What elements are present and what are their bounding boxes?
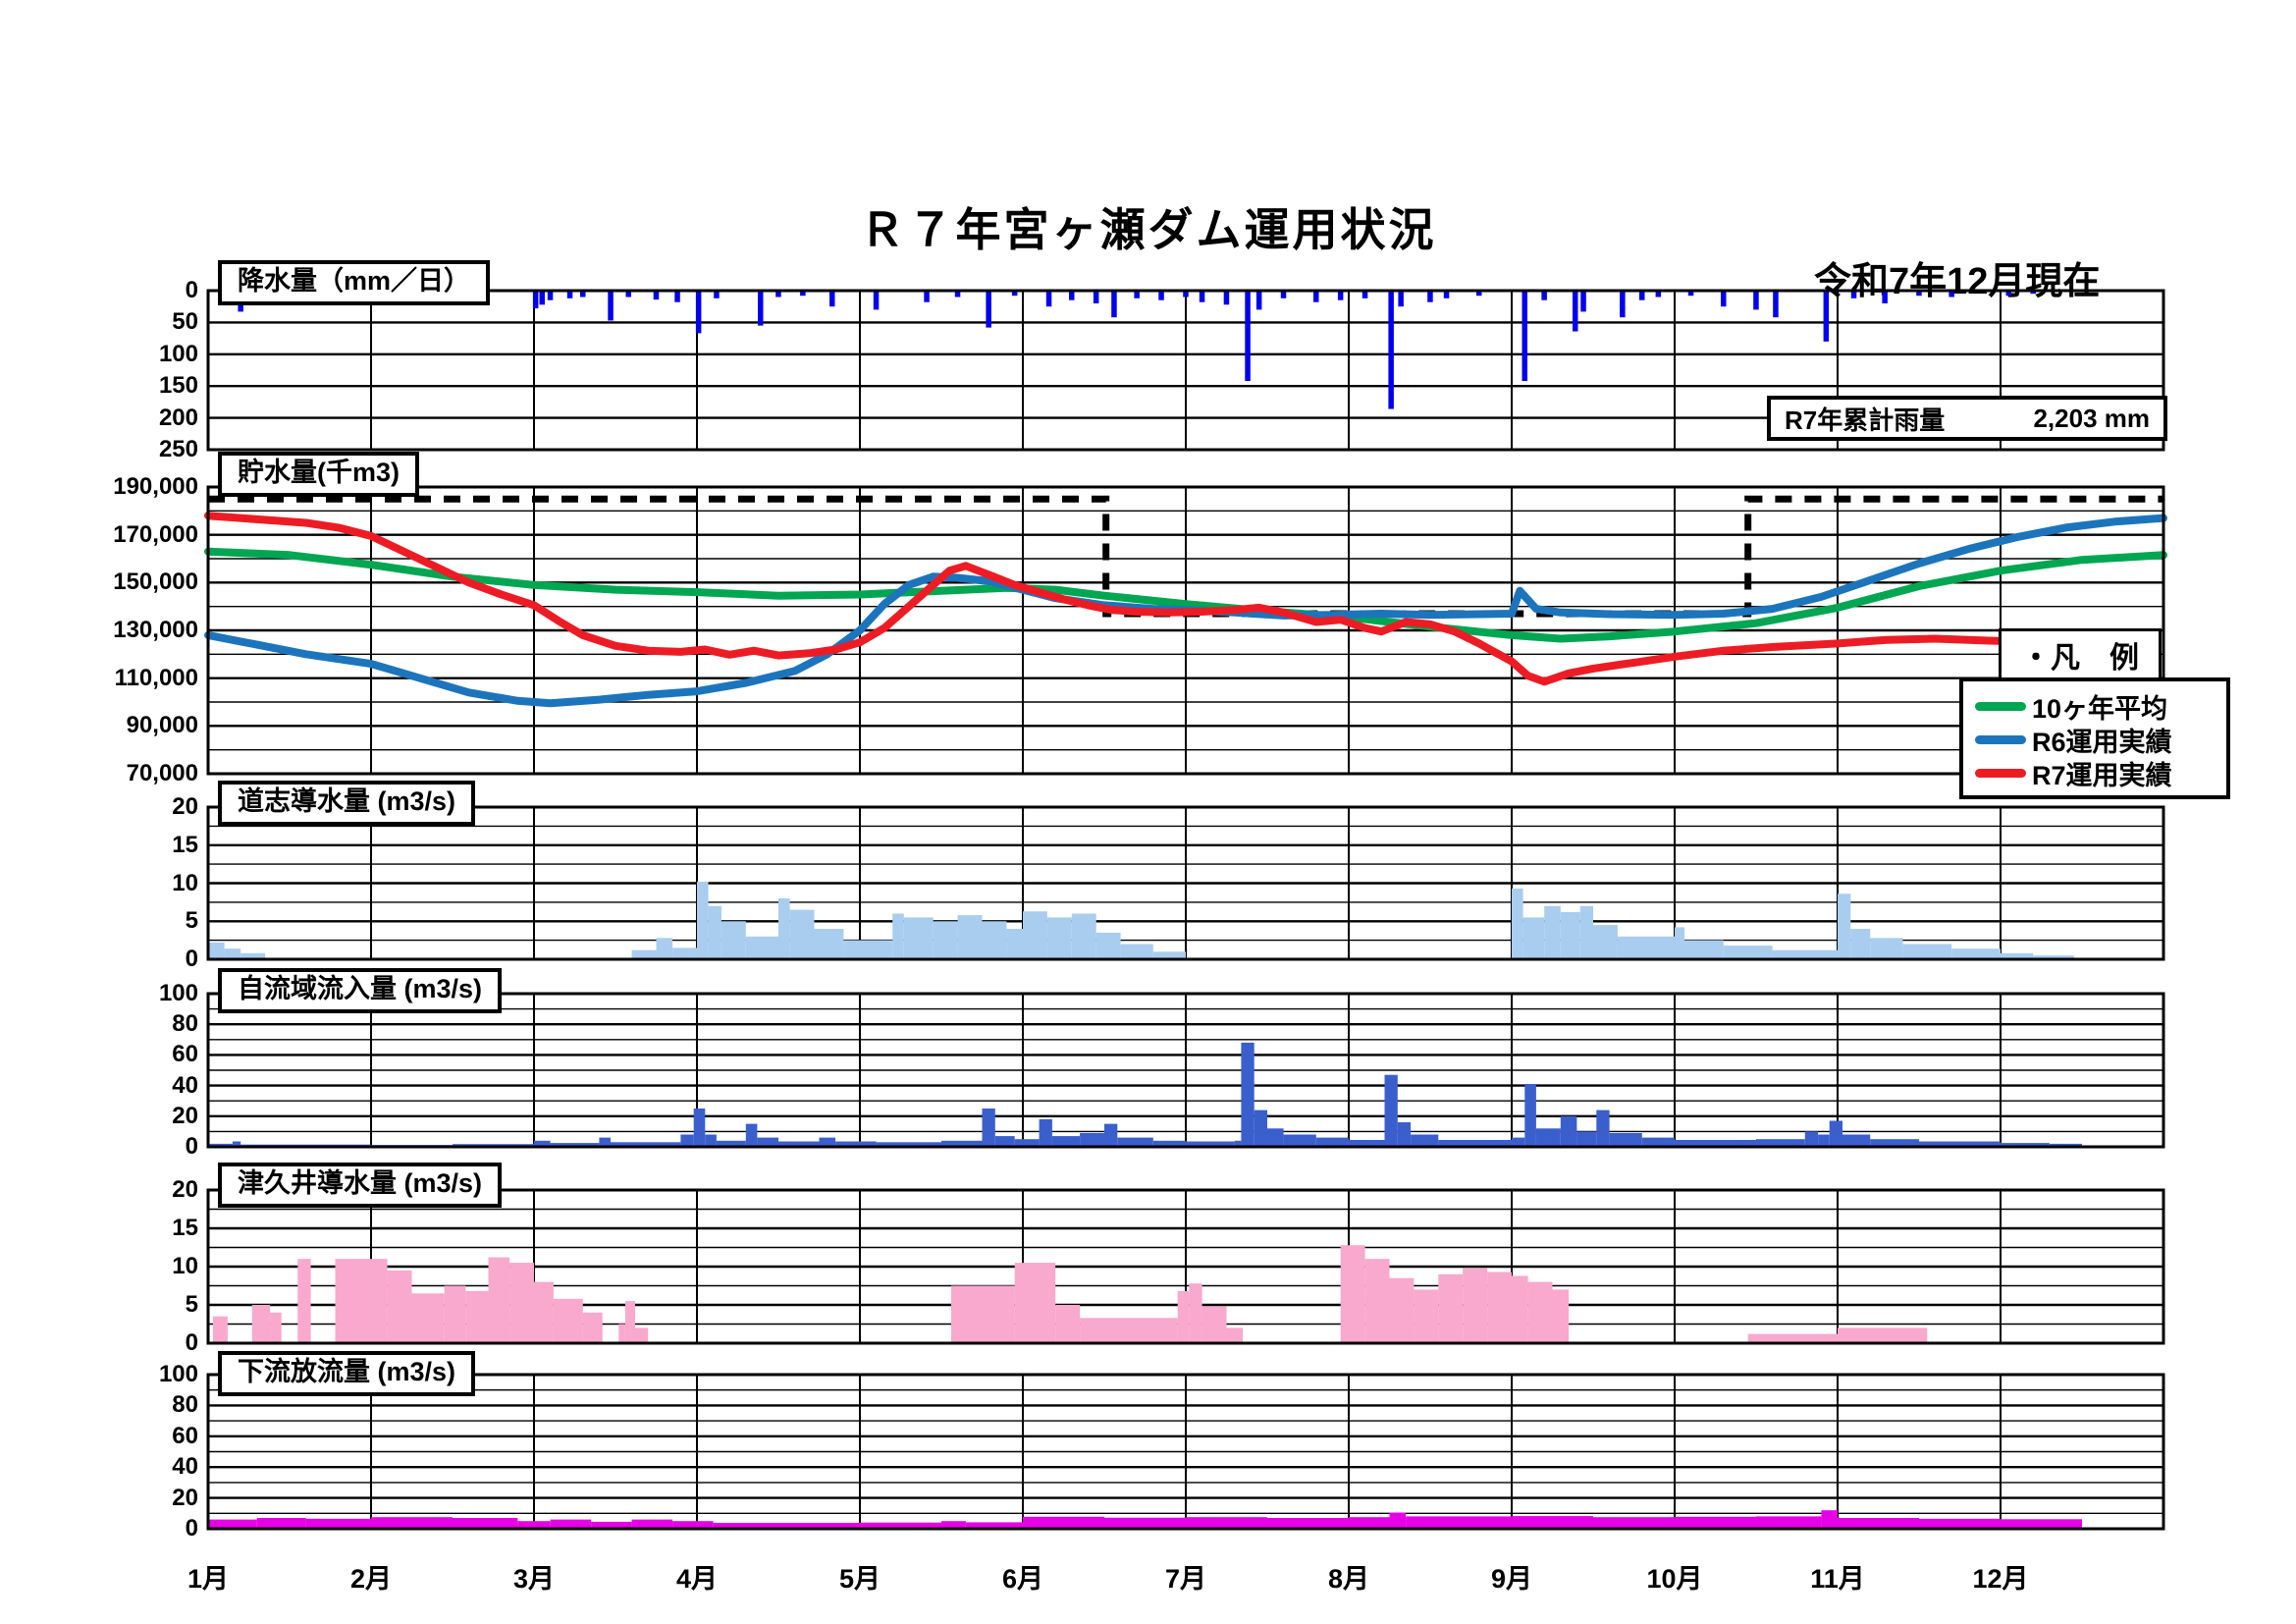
cumulative-rain-value: 2,203 mm	[2033, 403, 2150, 433]
storage-ytick: 90,000	[126, 712, 198, 739]
month-label: 1月	[187, 1564, 230, 1594]
cumulative-rain-label: R7年累計雨量	[1785, 405, 1946, 435]
outflow-chart-label: 下流放流量 (m3/s)	[218, 1351, 476, 1396]
tsukui-chart	[206, 1188, 2165, 1345]
rain-ytick: 200	[158, 404, 198, 431]
rain-chart	[206, 289, 2165, 452]
rain-ytick: 250	[158, 436, 198, 462]
inflow-ytick: 0	[185, 1133, 198, 1160]
doshi-ytick: 5	[185, 907, 198, 935]
month-label: 5月	[838, 1564, 881, 1594]
outflow-ytick: 100	[158, 1361, 198, 1387]
storage-ytick: 190,000	[113, 473, 198, 500]
legend-item-label: 10ヶ年平均	[2032, 693, 2168, 724]
doshi-chart	[206, 805, 2165, 961]
inflow-ytick: 60	[172, 1041, 198, 1068]
rain-ytick: 50	[172, 308, 198, 336]
tsukui-ytick: 0	[185, 1329, 198, 1356]
storage-ytick: 150,000	[113, 568, 198, 596]
month-label: 9月	[1490, 1564, 1533, 1594]
r7-actual-line-swatch	[1975, 768, 2026, 778]
tsukui-ytick: 15	[172, 1215, 198, 1241]
storage-chart-label: 貯水量(千m3)	[218, 452, 420, 497]
storage-ytick: 110,000	[114, 664, 198, 691]
outflow-ytick: 80	[172, 1391, 198, 1419]
legend-item-label: R7運用実績	[2032, 760, 2172, 790]
legend: 10ヶ年平均 R6運用実績 R7運用実績	[1959, 677, 2230, 799]
legend-item-r6-actual: R6運用実績	[1975, 723, 2216, 757]
inflow-ytick: 20	[172, 1102, 198, 1129]
month-label: 8月	[1327, 1564, 1370, 1594]
page-title: Ｒ７年宮ヶ瀬ダム運用状況	[859, 204, 1437, 255]
rain-ytick: 100	[158, 340, 198, 367]
legend-item-10yr-average: 10ヶ年平均	[1975, 689, 2216, 724]
month-label: 7月	[1164, 1564, 1207, 1594]
month-label: 12月	[1972, 1564, 2029, 1594]
rain-ytick: 150	[158, 372, 198, 400]
month-label: 3月	[512, 1564, 556, 1594]
outflow-ytick: 20	[172, 1484, 198, 1511]
outflow-ytick: 60	[172, 1422, 198, 1449]
outflow-ytick: 0	[185, 1515, 198, 1542]
outflow-ytick: 40	[172, 1453, 198, 1481]
inflow-chart	[206, 992, 2165, 1149]
legend-item-r7-actual: R7運用実績	[1975, 756, 2216, 790]
inflow-ytick: 100	[158, 980, 198, 1006]
as-of-date: 令和7年12月現在	[1814, 261, 2101, 302]
tsukui-ytick: 20	[172, 1176, 198, 1203]
outflow-chart	[206, 1373, 2165, 1531]
doshi-ytick: 10	[172, 869, 198, 896]
doshi-chart-label: 道志導水量 (m3/s)	[218, 781, 476, 826]
legend-title: ・凡 例	[1999, 628, 2162, 683]
inflow-chart-label: 自流域流入量 (m3/s)	[218, 968, 503, 1013]
rain-ytick: 0	[185, 277, 198, 303]
inflow-ytick: 40	[172, 1071, 198, 1099]
storage-ytick: 170,000	[113, 520, 198, 548]
10yr-average-line-swatch	[1975, 701, 2026, 711]
month-label: 11月	[1810, 1564, 1865, 1594]
month-label: 10月	[1646, 1564, 1703, 1594]
legend-item-label: R6運用実績	[2032, 727, 2172, 757]
month-label: 4月	[675, 1564, 719, 1594]
doshi-ytick: 0	[185, 946, 198, 972]
r6-actual-line-swatch	[1975, 734, 2026, 744]
rain-chart-label: 降水量（mm／日）	[218, 260, 491, 305]
inflow-ytick: 80	[172, 1010, 198, 1038]
doshi-ytick: 15	[172, 831, 198, 858]
tsukui-chart-label: 津久井導水量 (m3/s)	[218, 1163, 503, 1208]
doshi-ytick: 20	[172, 793, 198, 820]
tsukui-ytick: 10	[172, 1253, 198, 1279]
cumulative-rain-box: R7年累計雨量 2,203 mm	[1767, 396, 2167, 441]
storage-chart	[204, 485, 2167, 776]
month-label: 6月	[1001, 1564, 1044, 1594]
tsukui-ytick: 5	[185, 1291, 198, 1318]
storage-ytick: 70,000	[126, 760, 198, 786]
storage-ytick: 130,000	[113, 617, 198, 643]
month-label: 2月	[349, 1564, 393, 1594]
